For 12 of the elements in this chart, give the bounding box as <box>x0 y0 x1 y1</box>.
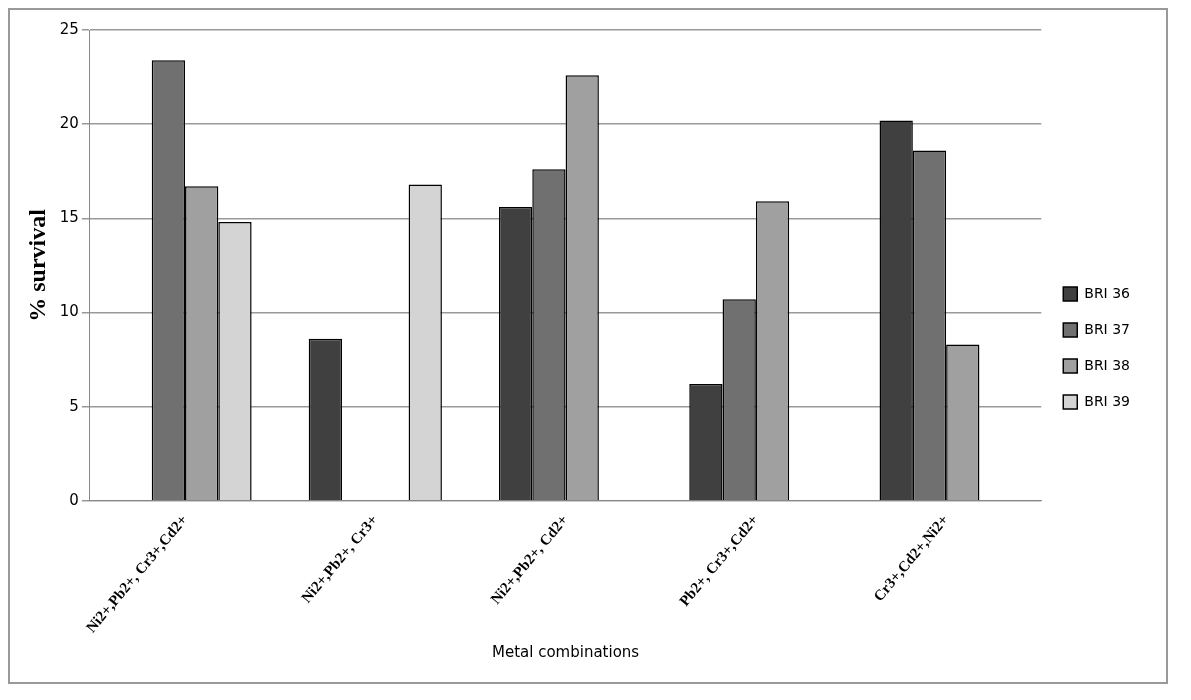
y-tick-label: 5 <box>69 396 79 415</box>
legend-label: BRI 39 <box>1084 392 1131 409</box>
y-tick-label: 25 <box>59 19 79 38</box>
legend-label: BRI 38 <box>1084 356 1131 373</box>
y-tick-label: 20 <box>59 114 79 133</box>
x-axis-title: Metal combinations <box>492 642 640 661</box>
legend-label: BRI 36 <box>1084 284 1131 301</box>
y-tick-label: 0 <box>69 490 79 509</box>
y-axis-title: % survival <box>23 208 50 322</box>
y-tick-label: 15 <box>59 208 79 227</box>
legend-label: BRI 37 <box>1084 320 1131 337</box>
y-tick-label: 10 <box>59 302 79 321</box>
